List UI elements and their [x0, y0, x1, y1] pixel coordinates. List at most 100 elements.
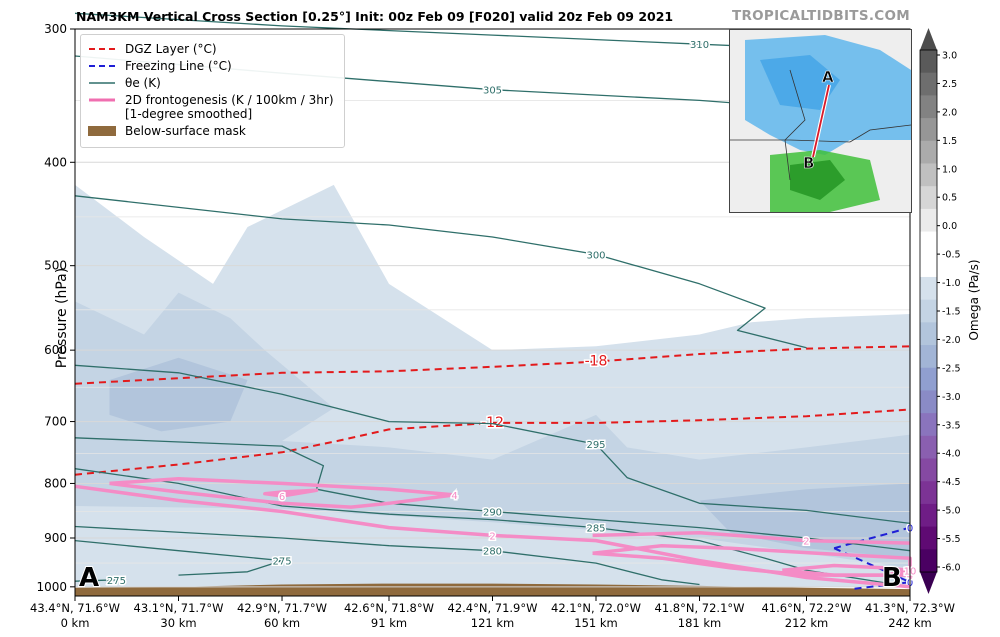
- series-line-3: [833, 547, 911, 591]
- series-label-13: 2: [489, 531, 495, 542]
- series-line-8: [74, 437, 911, 552]
- x-tick-label-km: 212 km: [785, 616, 828, 630]
- series-label-4: 310: [690, 40, 709, 51]
- omega-shading-moderate: [75, 292, 910, 568]
- colorbar-segment: [920, 526, 937, 550]
- y-tick-label: 1000: [36, 580, 67, 594]
- below-surface-swatch: [88, 126, 116, 136]
- coastline: [849, 124, 911, 143]
- colorbar-tick-label: -0.5: [942, 250, 961, 261]
- x-tick-label-latlon: 42.6°N, 71.8°W: [344, 601, 434, 615]
- colorbar-segment: [920, 95, 937, 119]
- colorbar-tick-label: -5.5: [942, 534, 961, 545]
- colorbar-segment: [920, 458, 937, 482]
- series-label-1: -12: [481, 415, 504, 431]
- brand-watermark: TROPICALTIDBITS.COM: [731, 8, 910, 24]
- colorbar-segment: [920, 390, 937, 414]
- series-label-7: 295: [586, 440, 605, 451]
- chart-title: NAM3KM Vertical Cross Section [0.25°] In…: [76, 9, 674, 24]
- series-line-10: [74, 525, 700, 586]
- endpoint-a-label: A: [79, 563, 99, 593]
- rain-heavy-area: [790, 160, 845, 200]
- legend-item-below-surface: Below-surface mask: [87, 124, 338, 138]
- colorbar-tick-label: -3.5: [942, 420, 961, 431]
- colorbar-tick-label: -1.5: [942, 307, 961, 318]
- colorbar-segment: [920, 208, 937, 233]
- x-tick-label-km: 30 km: [160, 616, 196, 630]
- colorbar-tick-label: -4.0: [942, 449, 961, 460]
- x-tick-label-km: 151 km: [574, 616, 617, 630]
- legend-label-dgz: DGZ Layer (°C): [125, 42, 217, 56]
- frontogenesis-swatch: [89, 98, 115, 102]
- colorbar-segment: [920, 276, 937, 301]
- series-label-5: 305: [483, 86, 502, 97]
- series-label-11: 275: [272, 557, 291, 568]
- colorbar-segment: [920, 186, 937, 210]
- colorbar-segment: [920, 322, 937, 346]
- x-tick-label-latlon: 41.8°N, 72.1°W: [655, 601, 745, 615]
- dgz-swatch: [89, 48, 115, 50]
- cross-section-path: [812, 84, 830, 158]
- map-inset-graphic: A B: [730, 30, 911, 212]
- colorbar-top-arrow: [920, 28, 937, 50]
- colorbar-tick-label: 3.0: [942, 51, 957, 62]
- colorbar-segment: [920, 503, 937, 528]
- series-line-15: [263, 488, 319, 498]
- colorbar-segment: [920, 140, 937, 164]
- y-tick-label: 800: [44, 476, 67, 490]
- y-tick-label: 900: [44, 531, 67, 545]
- colorbar-segment: [920, 345, 937, 369]
- colorbar-segment: [920, 367, 937, 391]
- colorbar-tick-label: -6.0: [942, 563, 961, 574]
- colorbar-segment: [920, 435, 937, 460]
- legend-label-below-surface: Below-surface mask: [125, 124, 246, 138]
- x-tick-label-km: 91 km: [371, 616, 407, 630]
- y-axis-label: Pressure (hPa): [54, 267, 71, 369]
- series-line-12: [74, 579, 117, 582]
- x-tick-label-latlon: 41.6°N, 72.2°W: [761, 601, 851, 615]
- series-label-14: 4: [451, 491, 457, 502]
- colorbar-segment: [920, 299, 937, 323]
- series-line-11: [74, 539, 283, 576]
- series-line-2: [833, 526, 911, 550]
- colorbar-tick-label: 0.5: [942, 193, 957, 204]
- map-point-b: B: [803, 154, 814, 172]
- x-tick-label-km: 0 km: [61, 616, 90, 630]
- theta-e-swatch: [89, 82, 115, 84]
- colorbar-tick-label: -2.5: [942, 363, 961, 374]
- x-tick-label-latlon: 42.9°N, 71.7°W: [237, 601, 327, 615]
- colorbar-tick-label: -1.0: [942, 278, 961, 289]
- x-tick-label-km: 242 km: [888, 616, 931, 630]
- map-inset: A B: [729, 29, 912, 213]
- x-tick-label-km: 60 km: [264, 616, 300, 630]
- colorbar-bottom-arrow: [920, 572, 937, 594]
- series-label-15: 6: [279, 492, 285, 503]
- colorbar-segment: [920, 254, 937, 278]
- legend-label-frontogenesis: 2D frontogenesis (K / 100km / 3hr): [125, 93, 334, 107]
- colorbar-tick-label: -3.0: [942, 392, 961, 403]
- colorbar-tick-label: -4.5: [942, 477, 961, 488]
- colorbar-segment: [920, 549, 937, 573]
- freezing-swatch: [89, 65, 115, 67]
- map-point-a: A: [822, 68, 834, 86]
- endpoint-b-label: B: [882, 563, 902, 593]
- y-tick-label: 600: [44, 343, 67, 357]
- legend-item-frontogenesis: 2D frontogenesis (K / 100km / 3hr) [1-de…: [87, 93, 338, 121]
- colorbar-segment: [920, 50, 937, 74]
- series-label-0: -18: [585, 354, 608, 370]
- series-label-10: 280: [483, 547, 502, 558]
- series-label-9: 285: [586, 524, 605, 535]
- state-border-2: [730, 139, 851, 143]
- x-tick-label-latlon: 43.4°N, 71.6°W: [30, 601, 120, 615]
- legend-item-dgz: DGZ Layer (°C): [87, 42, 338, 56]
- colorbar-tick-label: 0.0: [942, 221, 957, 232]
- series-line-0: [74, 345, 911, 385]
- colorbar-tick-label: -5.0: [942, 506, 961, 517]
- colorbar-segment: [920, 72, 937, 96]
- colorbar-segment: [920, 481, 937, 505]
- legend: DGZ Layer (°C) Freezing Line (°C) θe (K)…: [80, 34, 345, 148]
- colorbar-tick-label: 2.0: [942, 107, 957, 118]
- omega-shading-strong-2: [699, 483, 910, 559]
- y-tick-label: 300: [44, 22, 67, 36]
